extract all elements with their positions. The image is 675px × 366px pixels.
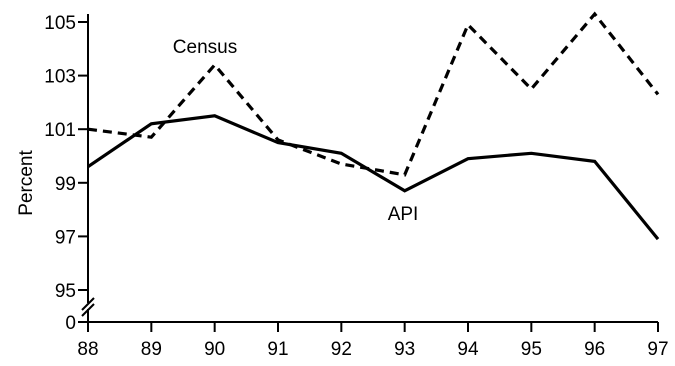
- axis-break-mark: [81, 297, 95, 311]
- x-tick-label: 94: [457, 339, 479, 360]
- series-label-census: Census: [173, 37, 237, 58]
- series-lines: [87, 11, 660, 241]
- y-tick-label: 97: [55, 227, 76, 248]
- labels: 105 103 101 99 97 95 088 89 90 91 92 93 94 95 96 97 Perc…: [16, 13, 669, 360]
- series-line-api: [87, 114, 660, 241]
- series-label-api: API: [388, 204, 419, 225]
- y-tick-label: 103: [44, 67, 76, 88]
- x-tick-label: 91: [267, 339, 288, 360]
- x-tick-label: 92: [331, 339, 352, 360]
- y-tick-label: 99: [55, 174, 76, 195]
- y-tick-label: 101: [44, 120, 76, 141]
- x-tick-label: 97: [647, 339, 668, 360]
- series-line-census: [87, 11, 660, 177]
- x-tick-label: 95: [521, 339, 542, 360]
- axis-break-gap: [81, 303, 95, 309]
- x-tick-label: 93: [394, 339, 415, 360]
- y-zero-label: 0: [65, 313, 76, 334]
- axes: [78, 14, 659, 332]
- x-tick-label: 89: [141, 339, 162, 360]
- y-tick-label: 95: [55, 281, 76, 302]
- axis-break-mark: [81, 303, 95, 317]
- y-axis-title: Percent: [16, 150, 37, 216]
- x-tick-label: 96: [584, 339, 605, 360]
- x-tick-label: 88: [77, 339, 98, 360]
- y-tick-label: 105: [44, 13, 76, 34]
- x-tick-label: 90: [204, 339, 225, 360]
